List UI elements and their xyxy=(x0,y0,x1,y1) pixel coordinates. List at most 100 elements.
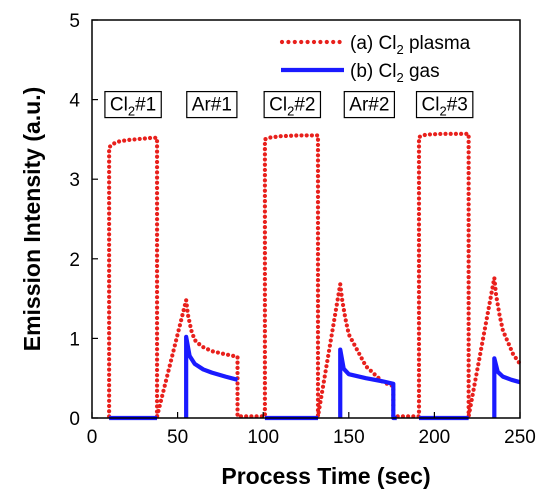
plasma-dot xyxy=(416,289,422,295)
plasma-dot xyxy=(262,193,268,199)
plasma-dot xyxy=(262,318,268,323)
plasma-dot xyxy=(107,247,112,253)
plasma-dot xyxy=(107,263,112,268)
plasma-dot xyxy=(466,295,471,301)
plasma-dot xyxy=(416,139,422,144)
plasma-dot xyxy=(176,328,181,333)
plasma-dot xyxy=(342,313,347,318)
plasma-dot xyxy=(154,222,160,227)
plasma-dot xyxy=(315,262,321,267)
plasma-dot xyxy=(262,334,268,339)
plasma-dot xyxy=(315,272,321,278)
x-tick-label: 100 xyxy=(247,427,279,448)
plasma-dot xyxy=(154,367,160,373)
plasma-dot xyxy=(466,301,471,306)
plasma-dot xyxy=(352,342,357,347)
plasma-dot xyxy=(416,388,422,393)
plasma-dot xyxy=(322,374,327,379)
plasma-dot xyxy=(416,409,422,414)
phase-label-box xyxy=(343,90,396,119)
plasma-dot xyxy=(167,363,172,368)
plasma-dot xyxy=(315,392,321,397)
plasma-dot xyxy=(314,133,320,138)
plasma-dot xyxy=(416,373,422,378)
plasma-dot xyxy=(262,323,268,329)
plot-marks xyxy=(107,131,521,421)
plasma-dot xyxy=(466,275,471,280)
plasma-dot xyxy=(235,386,240,391)
x-tick-label: 50 xyxy=(167,427,188,448)
plasma-dot xyxy=(315,314,321,319)
plasma-dot xyxy=(107,383,112,388)
plasma-dot xyxy=(416,399,422,404)
plasma-dot xyxy=(116,139,122,144)
plasma-dot xyxy=(262,349,268,355)
plasma-dot xyxy=(506,342,511,347)
plasma-dot xyxy=(469,397,474,403)
plasma-dot xyxy=(416,269,422,274)
plasma-dot xyxy=(262,214,268,219)
plasma-dot xyxy=(466,373,471,379)
phase-label-text: Ar#2 xyxy=(349,95,389,116)
y-tick-label: 3 xyxy=(69,170,80,191)
plasma-dot xyxy=(320,384,326,389)
plasma-dot xyxy=(466,399,471,405)
plasma-dot xyxy=(466,384,471,389)
plasma-dot xyxy=(504,337,509,342)
plasma-dot xyxy=(262,251,268,256)
plasma-dot xyxy=(262,188,268,193)
plasma-dot xyxy=(466,269,471,275)
plasma-dot xyxy=(416,279,422,284)
x-tick-label: 0 xyxy=(87,427,98,448)
plasma-dot xyxy=(154,289,160,295)
plasma-dot xyxy=(197,342,202,347)
plasma-dot xyxy=(471,387,476,392)
plasma-dot xyxy=(262,261,268,266)
plasma-dot xyxy=(466,171,471,176)
plasma-dot xyxy=(320,389,325,394)
plasma-dot xyxy=(466,290,471,295)
phase-label-box xyxy=(104,90,162,119)
plasma-dot xyxy=(466,337,471,342)
plasma-dot xyxy=(262,225,268,230)
plasma-dot xyxy=(466,186,471,191)
plasma-dot xyxy=(466,347,471,353)
plasma-dot xyxy=(315,387,321,392)
plasma-dot xyxy=(466,238,471,243)
plasma-dot xyxy=(262,204,268,209)
legend-swatch-dot xyxy=(286,39,291,45)
plasma-dot xyxy=(416,243,422,248)
plasma-dot xyxy=(107,284,112,289)
plasma-dot xyxy=(262,173,268,178)
plasma-dot xyxy=(262,209,268,214)
plasma-dot xyxy=(492,281,498,286)
plasma-dot xyxy=(330,328,335,333)
plasma-dot xyxy=(466,394,471,399)
plasma-dot xyxy=(154,295,160,300)
plasma-dot xyxy=(315,382,321,387)
plasma-dot xyxy=(466,285,471,290)
plasma-dot xyxy=(154,211,160,217)
plasma-dot xyxy=(315,174,321,179)
plasma-dot xyxy=(470,392,475,397)
phase-label-text: Cl2#1 xyxy=(110,95,156,119)
series-cl2-plasma xyxy=(107,131,521,419)
plasma-dot xyxy=(262,287,268,292)
plasma-dot xyxy=(416,383,422,388)
plasma-dot xyxy=(438,131,443,137)
plasma-dot xyxy=(416,206,422,211)
plasma-dot xyxy=(315,194,321,200)
plasma-dot xyxy=(324,364,329,369)
plasma-dot xyxy=(262,365,268,370)
plasma-dot xyxy=(466,223,471,228)
plasma-dot xyxy=(235,407,240,412)
plasma-dot xyxy=(262,344,268,349)
plasma-dot xyxy=(262,308,268,313)
phase-label-text: Cl2#2 xyxy=(269,95,315,119)
plasma-dot xyxy=(154,139,160,144)
plasma-dot xyxy=(481,331,487,336)
plasma-dot xyxy=(107,221,112,227)
plasma-dot xyxy=(154,310,160,315)
plasma-dot xyxy=(484,316,489,321)
plasma-dot xyxy=(201,345,206,350)
